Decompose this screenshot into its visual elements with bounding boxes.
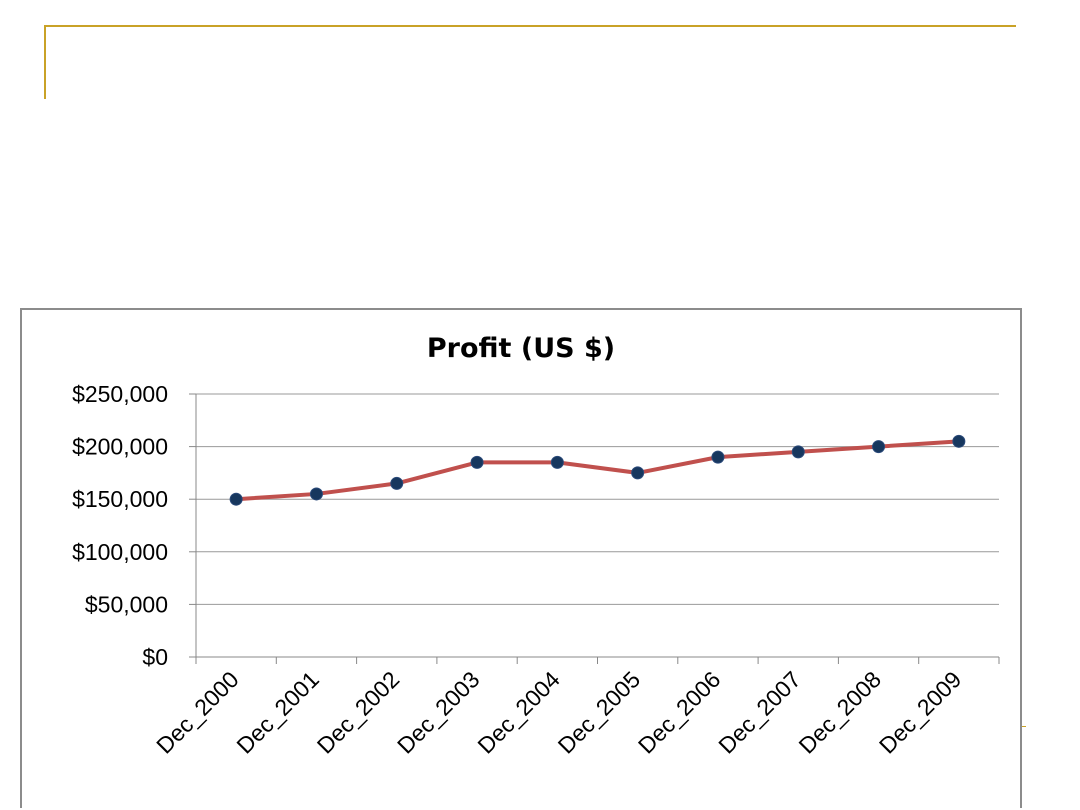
x-axis-tick-labels: Dec_2000Dec_2001Dec_2002Dec_2003Dec_2004… (151, 666, 966, 759)
y-tick-label: $250,000 (72, 381, 168, 407)
x-tick-label: Dec_2001 (231, 666, 324, 759)
x-tick-label: Dec_2005 (553, 666, 646, 759)
y-axis-tick-labels: $0 $50,000 $100,000 $150,000 $200,000 $250,00… (72, 381, 168, 670)
data-point (872, 440, 886, 454)
axes (189, 393, 1000, 664)
series-profit (229, 434, 966, 506)
x-tick-label: Dec_2004 (472, 666, 565, 759)
x-tick-label: Dec_2002 (312, 666, 405, 759)
y-tick-label: $200,000 (72, 434, 168, 460)
x-tick-label: Dec_2009 (874, 666, 967, 759)
data-point (309, 487, 323, 501)
data-point (390, 476, 404, 490)
x-tick-label: Dec_2000 (151, 666, 244, 759)
data-point (711, 450, 725, 464)
series-line (236, 439, 959, 502)
data-point (791, 445, 805, 459)
slide-top-rule (44, 25, 1016, 27)
slide-left-rule (44, 25, 46, 99)
y-tick-label: $100,000 (72, 539, 168, 565)
data-point (229, 492, 243, 506)
data-point (470, 455, 484, 469)
chart-title: Profit (US $) (427, 333, 615, 364)
x-tick-label: Dec_2007 (713, 666, 806, 759)
chart-area (20, 308, 1022, 808)
data-point (952, 434, 966, 448)
data-point (550, 455, 564, 469)
data-point (631, 466, 645, 480)
y-tick-label: $50,000 (85, 591, 168, 617)
slide-corner-tick (1020, 726, 1026, 727)
y-tick-label: $150,000 (72, 486, 168, 512)
y-tick-label: $0 (142, 644, 168, 670)
x-tick-label: Dec_2008 (794, 666, 887, 759)
x-tick-label: Dec_2003 (392, 666, 485, 759)
x-tick-label: Dec_2006 (633, 666, 726, 759)
